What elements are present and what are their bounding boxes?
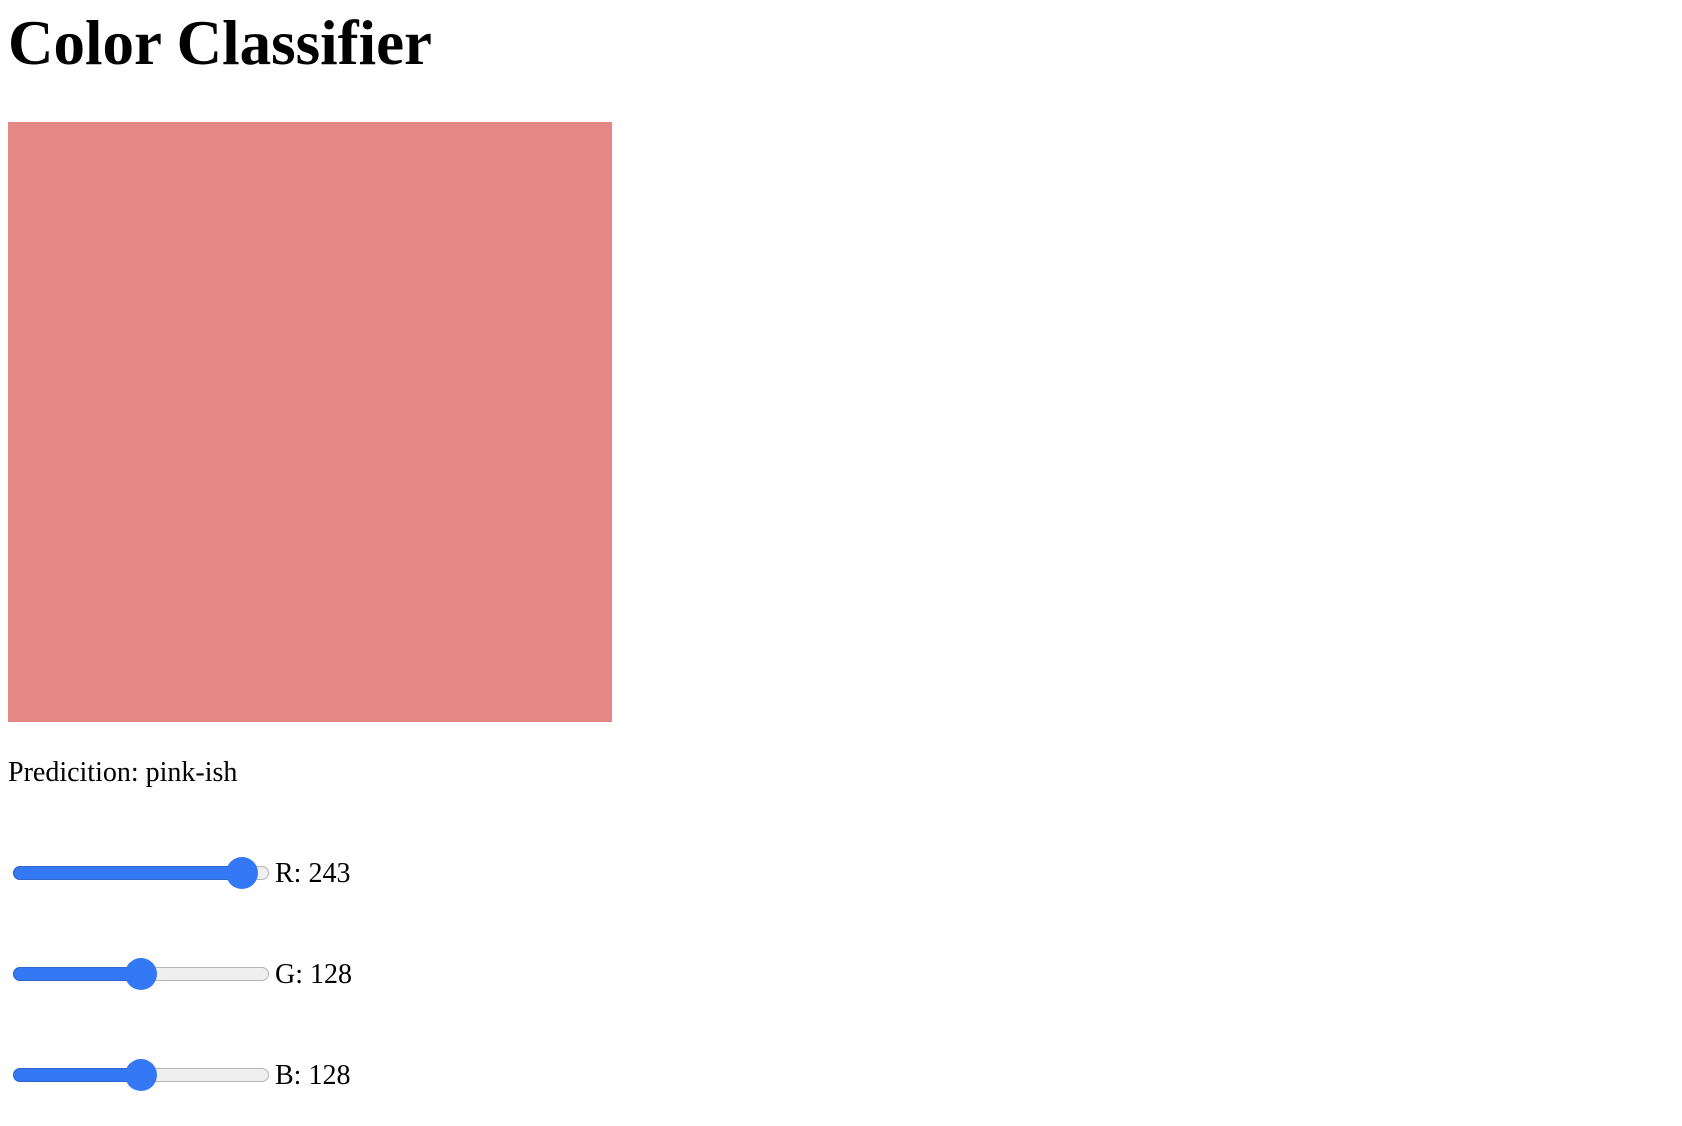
slider-row-b: B: 128 (13, 1058, 350, 1094)
green-slider[interactable] (13, 957, 269, 993)
slider-thumb[interactable] (125, 958, 158, 990)
slider-row-g: G: 128 (13, 957, 352, 993)
slider-thumb[interactable] (226, 857, 259, 889)
color-swatch (8, 122, 612, 722)
slider-row-r: R: 243 (13, 856, 350, 892)
prediction-text: Predicition: pink-ish (8, 757, 238, 788)
blue-value-label: B: 128 (275, 1060, 351, 1091)
slider-thumb[interactable] (125, 1059, 158, 1091)
blue-slider[interactable] (13, 1058, 269, 1094)
green-value-label: G: 128 (275, 959, 352, 990)
page-title: Color Classifier (8, 8, 433, 78)
red-value-label: R: 243 (275, 858, 351, 889)
red-slider[interactable] (13, 856, 269, 892)
